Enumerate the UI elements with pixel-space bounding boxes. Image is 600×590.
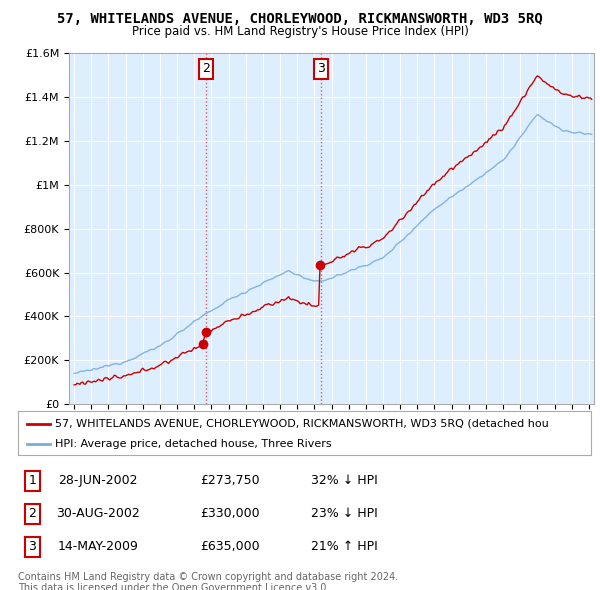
Text: 30-AUG-2002: 30-AUG-2002 bbox=[56, 507, 140, 520]
Text: £330,000: £330,000 bbox=[200, 507, 260, 520]
Text: 57, WHITELANDS AVENUE, CHORLEYWOOD, RICKMANSWORTH, WD3 5RQ (detached hou: 57, WHITELANDS AVENUE, CHORLEYWOOD, RICK… bbox=[55, 419, 549, 428]
Text: This data is licensed under the Open Government Licence v3.0.: This data is licensed under the Open Gov… bbox=[18, 583, 329, 590]
Text: £635,000: £635,000 bbox=[200, 540, 260, 553]
Text: Price paid vs. HM Land Registry's House Price Index (HPI): Price paid vs. HM Land Registry's House … bbox=[131, 25, 469, 38]
Text: Contains HM Land Registry data © Crown copyright and database right 2024.: Contains HM Land Registry data © Crown c… bbox=[18, 572, 398, 582]
Text: 3: 3 bbox=[317, 63, 325, 76]
Text: 28-JUN-2002: 28-JUN-2002 bbox=[58, 474, 138, 487]
Text: 57, WHITELANDS AVENUE, CHORLEYWOOD, RICKMANSWORTH, WD3 5RQ: 57, WHITELANDS AVENUE, CHORLEYWOOD, RICK… bbox=[57, 12, 543, 26]
Text: £273,750: £273,750 bbox=[200, 474, 260, 487]
Text: 23% ↓ HPI: 23% ↓ HPI bbox=[311, 507, 378, 520]
Text: 32% ↓ HPI: 32% ↓ HPI bbox=[311, 474, 378, 487]
Text: 2: 2 bbox=[202, 63, 209, 76]
Text: HPI: Average price, detached house, Three Rivers: HPI: Average price, detached house, Thre… bbox=[55, 440, 332, 450]
Text: 14-MAY-2009: 14-MAY-2009 bbox=[58, 540, 139, 553]
Text: 3: 3 bbox=[28, 540, 36, 553]
Text: 21% ↑ HPI: 21% ↑ HPI bbox=[311, 540, 378, 553]
Text: 2: 2 bbox=[28, 507, 36, 520]
Text: 1: 1 bbox=[28, 474, 36, 487]
